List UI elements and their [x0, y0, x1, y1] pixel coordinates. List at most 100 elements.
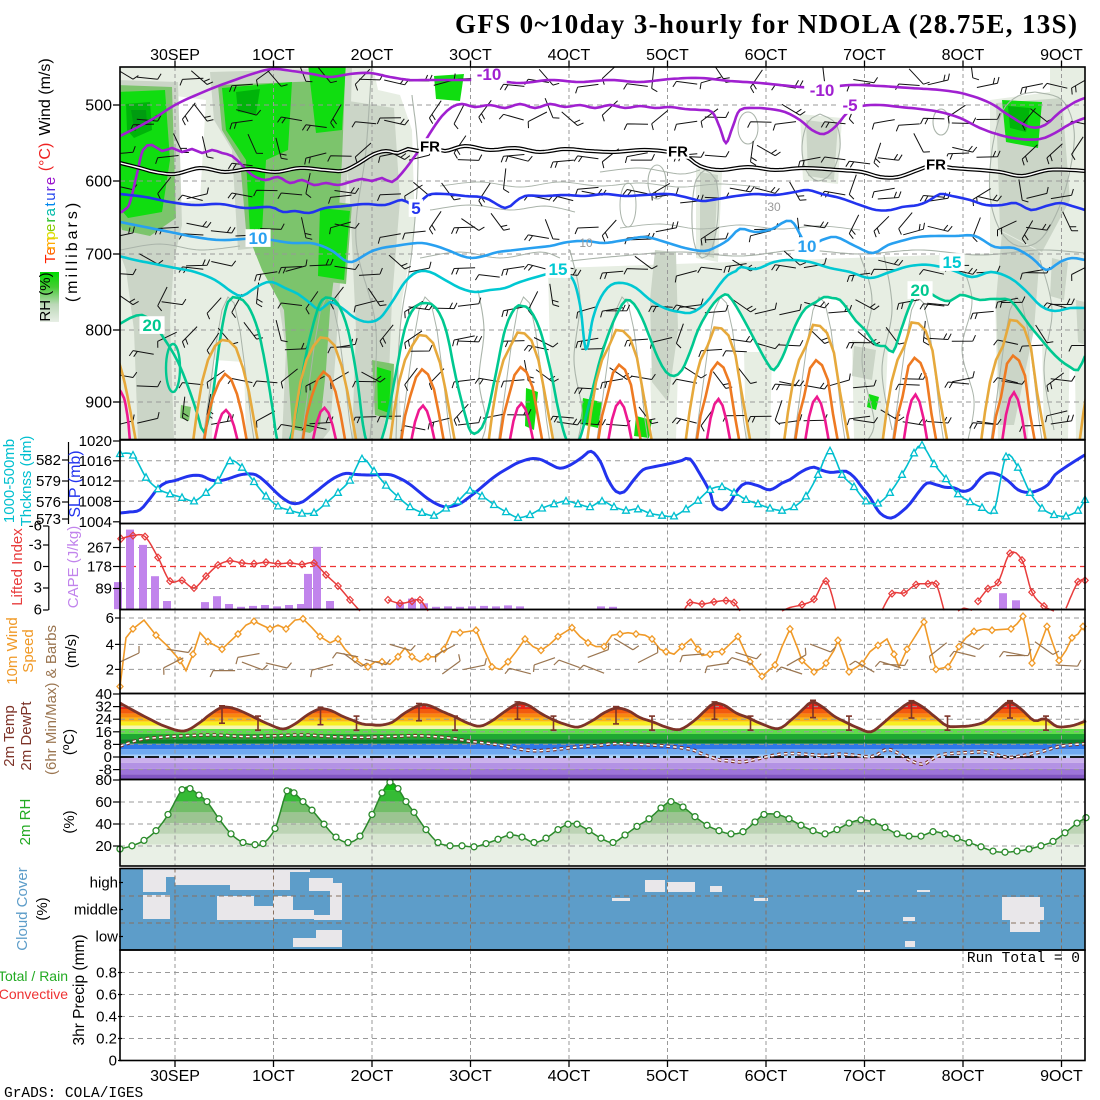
svg-text:-8: -8 [99, 762, 112, 779]
svg-text:8: 8 [104, 736, 112, 753]
svg-text:(%): (%) [34, 897, 51, 920]
svg-text:0: 0 [34, 558, 42, 575]
svg-text:2OCT: 2OCT [351, 1068, 394, 1085]
svg-text:800: 800 [85, 323, 112, 340]
svg-text:1000-500mb: 1000-500mb [1, 439, 18, 523]
svg-text:Thcknss (dm): Thcknss (dm) [18, 436, 35, 527]
svg-text:-10: -10 [477, 65, 502, 84]
svg-text:24: 24 [95, 711, 112, 728]
svg-text:Speed: Speed [20, 629, 37, 672]
svg-text:500: 500 [85, 98, 112, 115]
svg-text:u: u [42, 192, 59, 200]
svg-text:middle: middle [74, 902, 118, 919]
svg-text:Total / Rain: Total / Rain [0, 968, 68, 984]
svg-text:-10: -10 [810, 81, 835, 100]
svg-text:576: 576 [36, 494, 61, 511]
svg-text:Run Total = 0: Run Total = 0 [967, 951, 1080, 967]
svg-text:a: a [42, 207, 59, 216]
svg-text:CAPE (J/kg): CAPE (J/kg) [65, 526, 82, 609]
svg-text:9OCT: 9OCT [1040, 47, 1083, 64]
svg-text:0.4: 0.4 [96, 1009, 117, 1026]
svg-text:GrADS: COLA/IGES: GrADS: COLA/IGES [4, 1086, 143, 1100]
svg-text:2m RH: 2m RH [17, 799, 34, 846]
svg-text:4OCT: 4OCT [548, 47, 591, 64]
svg-text:1016: 1016 [79, 453, 112, 470]
svg-text:579: 579 [36, 473, 61, 490]
svg-text:80: 80 [95, 772, 112, 789]
svg-text:RH (%): RH (%) [37, 272, 54, 321]
svg-text:(6hr Min/Max) & Barbs: (6hr Min/Max) & Barbs [43, 625, 60, 775]
svg-text:7OCT: 7OCT [843, 1068, 886, 1085]
svg-text:6OCT: 6OCT [745, 47, 788, 64]
svg-text:1008: 1008 [79, 493, 112, 510]
svg-text:-3: -3 [29, 537, 42, 554]
svg-text:p: p [42, 231, 59, 239]
svg-text:6: 6 [106, 610, 114, 627]
svg-text:GFS 0~10day 3-hourly for NDOLA: GFS 0~10day 3-hourly for NDOLA (28.75E, … [455, 9, 1077, 39]
svg-text:10: 10 [249, 229, 268, 248]
svg-text:2: 2 [106, 661, 114, 678]
svg-text:60: 60 [95, 794, 112, 811]
svg-text:1012: 1012 [79, 473, 112, 490]
svg-text:30SEP: 30SEP [150, 1068, 200, 1085]
svg-text:700: 700 [85, 247, 112, 264]
svg-text:r: r [42, 186, 59, 191]
svg-text:1OCT: 1OCT [252, 1068, 295, 1085]
svg-text:m: m [42, 237, 59, 250]
svg-text:3hr Precip (mm): 3hr Precip (mm) [71, 934, 88, 1045]
svg-text:32: 32 [95, 699, 112, 716]
svg-text:89: 89 [95, 581, 112, 598]
svg-text:20: 20 [911, 281, 930, 300]
svg-text:20: 20 [95, 838, 112, 855]
svg-text:40: 40 [95, 816, 112, 833]
svg-text:15: 15 [549, 260, 568, 279]
svg-text:20: 20 [143, 316, 162, 335]
svg-text:(%): (%) [61, 810, 78, 833]
svg-text:5OCT: 5OCT [646, 1068, 689, 1085]
svg-text:573: 573 [36, 511, 61, 528]
svg-text:e: e [42, 224, 59, 232]
svg-text:16: 16 [95, 724, 112, 741]
svg-text:7OCT: 7OCT [843, 47, 886, 64]
svg-text:1OCT: 1OCT [252, 47, 295, 64]
svg-text:2m Temp: 2m Temp [1, 705, 18, 766]
svg-text:10: 10 [798, 237, 817, 256]
svg-text:FR: FR [926, 156, 946, 173]
svg-text:-5: -5 [842, 96, 857, 115]
svg-text:9OCT: 9OCT [1040, 1068, 1083, 1085]
svg-text:267: 267 [87, 540, 112, 557]
svg-text:10m Wind: 10m Wind [4, 617, 21, 685]
svg-text:SLP (mb): SLP (mb) [67, 450, 84, 517]
svg-text:0: 0 [109, 1053, 117, 1070]
svg-text:10: 10 [579, 236, 593, 250]
svg-text:0.2: 0.2 [96, 1031, 117, 1048]
svg-text:r: r [42, 218, 59, 223]
svg-text:(m/s): (m/s) [63, 634, 80, 668]
svg-text:3OCT: 3OCT [449, 47, 492, 64]
svg-text:Wind (m/s): Wind (m/s) [37, 58, 54, 135]
svg-text:(°C): (°C) [37, 143, 54, 172]
svg-text:-6: -6 [29, 518, 42, 535]
svg-text:3: 3 [34, 580, 42, 597]
svg-text:high: high [90, 875, 118, 892]
svg-text:4OCT: 4OCT [548, 1068, 591, 1085]
svg-text:0.8: 0.8 [96, 965, 117, 982]
svg-text:8OCT: 8OCT [942, 47, 985, 64]
svg-text:2OCT: 2OCT [351, 47, 394, 64]
svg-text:Cloud Cover: Cloud Cover [14, 867, 31, 950]
svg-text:FR: FR [420, 138, 440, 155]
svg-text:0.6: 0.6 [96, 987, 117, 1004]
svg-text:1020: 1020 [79, 433, 112, 450]
svg-text:582: 582 [36, 452, 61, 469]
svg-text:t: t [42, 201, 59, 206]
svg-text:T: T [42, 254, 59, 263]
svg-text:e: e [42, 247, 59, 255]
svg-text:Convective: Convective [0, 986, 68, 1002]
svg-text:(ºC): (ºC) [61, 729, 78, 755]
svg-text:Lifted Index: Lifted Index [9, 528, 26, 606]
svg-text:0: 0 [104, 749, 112, 766]
svg-text:low: low [95, 929, 118, 946]
svg-text:6: 6 [34, 602, 42, 619]
svg-text:40: 40 [95, 686, 112, 703]
svg-text:2m DewPt: 2m DewPt [18, 701, 35, 771]
